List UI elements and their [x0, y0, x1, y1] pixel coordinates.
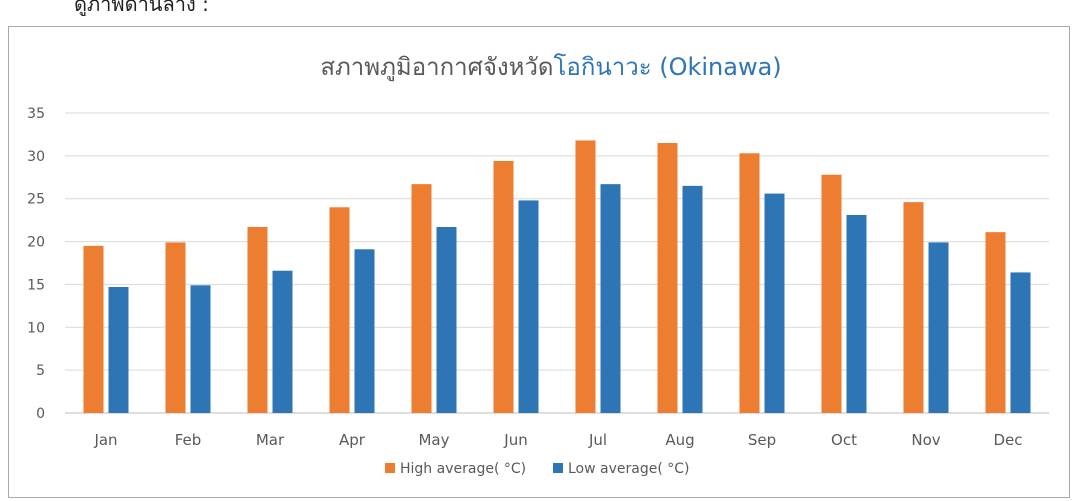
bar-high-jan: [83, 245, 104, 413]
y-axis: 0 5 10 15 20 25 30 35: [27, 106, 45, 422]
bar-high-apr: [329, 207, 350, 413]
bar-low-sep: [764, 193, 785, 413]
bar-low-jul: [600, 184, 621, 413]
x-tick-label: Jul: [588, 431, 607, 449]
legend-label-high: High average( °C): [400, 461, 526, 477]
x-tick-label: May: [418, 431, 449, 449]
bar-high-aug: [657, 143, 678, 413]
bar-high-dec: [985, 232, 1006, 413]
bar-low-may: [436, 227, 457, 413]
y-tick-label: 15: [27, 277, 45, 293]
x-tick-label: Sep: [748, 431, 776, 449]
x-tick-label: Mar: [256, 431, 285, 449]
bar-low-mar: [272, 270, 293, 413]
x-tick-label: Apr: [339, 431, 366, 449]
page-top-text: ดูภาพด้านล่าง :: [74, 0, 209, 16]
bar-low-aug: [682, 185, 703, 413]
y-tick-label: 20: [27, 235, 45, 251]
bar-high-nov: [903, 202, 924, 413]
y-tick-label: 0: [36, 406, 45, 422]
bars: [83, 140, 1031, 413]
bar-low-apr: [354, 249, 375, 413]
bar-low-jun: [518, 200, 539, 413]
bar-low-oct: [846, 215, 867, 413]
legend: High average( °C) Low average( °C): [385, 461, 689, 477]
bar-high-jun: [493, 161, 514, 413]
bar-low-nov: [928, 242, 949, 413]
chart-frame: สภาพภูมิอากาศจังหวัดโอกินาวะ (Okinawa) 0…: [8, 26, 1070, 498]
x-tick-label: Feb: [175, 431, 202, 449]
chart-title-part: สภาพภูมิอากาศจังหวัด: [320, 53, 553, 82]
x-axis: Jan Feb Mar Apr May Jun Jul Aug Sep Oct Nov Dec: [93, 431, 1022, 449]
x-tick-label: Dec: [993, 431, 1022, 449]
y-tick-label: 25: [27, 192, 45, 208]
legend-label-low: Low average( °C): [568, 461, 689, 477]
y-tick-label: 35: [27, 106, 45, 122]
bar-high-may: [411, 184, 432, 413]
y-tick-label: 30: [27, 149, 45, 165]
x-tick-label: Aug: [665, 431, 694, 449]
chart-title-part: โอกินาวะ (Okinawa): [554, 53, 782, 81]
y-tick-label: 10: [27, 320, 45, 336]
chart-title: สภาพภูมิอากาศจังหวัดโอกินาวะ (Okinawa): [320, 53, 781, 82]
bar-low-dec: [1010, 272, 1031, 413]
x-tick-label: Nov: [911, 431, 940, 449]
x-tick-label: Oct: [831, 431, 857, 449]
bar-high-sep: [739, 153, 760, 413]
x-tick-label: Jun: [503, 431, 527, 449]
gridlines: [65, 112, 1049, 414]
bar-high-feb: [165, 242, 186, 413]
bar-high-jul: [575, 140, 596, 413]
y-tick-label: 5: [36, 363, 45, 379]
bar-high-mar: [247, 227, 268, 413]
climate-bar-chart: สภาพภูมิอากาศจังหวัดโอกินาวะ (Okinawa) 0…: [27, 53, 1049, 477]
legend-swatch-low: [553, 463, 563, 473]
bar-high-oct: [821, 174, 842, 413]
bar-low-feb: [190, 285, 211, 413]
bar-low-jan: [108, 287, 129, 413]
legend-swatch-high: [385, 463, 395, 473]
x-tick-label: Jan: [93, 431, 117, 449]
